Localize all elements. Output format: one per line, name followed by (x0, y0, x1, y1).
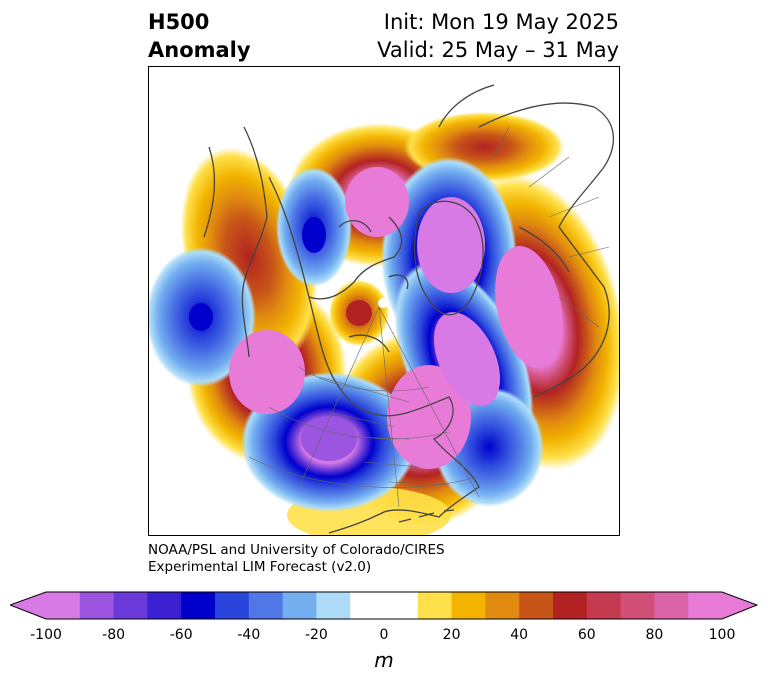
colorbar-tick-label: -40 (237, 627, 261, 643)
valid-date: Valid: 25 May – 31 May (377, 38, 619, 62)
colorbar-segment (451, 592, 486, 619)
core-western-us (301, 417, 357, 461)
caribbean-islands (398, 509, 455, 523)
grid-line-lon-1 (298, 306, 380, 488)
colorbar-tick-label: 20 (442, 627, 461, 643)
colorbar-tick-label: -80 (102, 627, 126, 643)
title-line-2: Anomaly (148, 38, 251, 62)
colorbar-segment (215, 592, 250, 619)
greenland-coast (413, 200, 484, 316)
core-europe (495, 245, 563, 369)
colorbar-segment (350, 592, 385, 619)
colorbar-segment (586, 592, 622, 619)
asia-pacific-coast (203, 126, 268, 358)
colorbar-tick-label: 40 (510, 627, 529, 643)
colorbar-segment (654, 592, 689, 619)
forecast-dates: Init: Mon 19 May 2025 Valid: 25 May – 31… (377, 8, 619, 64)
colorbar-segment (181, 592, 216, 619)
arctic-core-red (346, 300, 372, 326)
colorbar-segment (248, 592, 284, 619)
colorbar-segment (282, 592, 317, 619)
colorbar-segment (620, 592, 655, 619)
title-line-1: H500 (148, 10, 210, 34)
coastlines (203, 84, 615, 534)
colorbar-segment (384, 592, 419, 619)
colorbar-segment (316, 592, 351, 619)
eurasia-coast (438, 84, 615, 398)
core-north-pacific (229, 330, 305, 414)
credit-text: NOAA/PSL and University of Colorado/CIRE… (148, 542, 445, 576)
credit-line-1: NOAA/PSL and University of Colorado/CIRE… (148, 542, 445, 558)
core-pacific-west (189, 303, 213, 331)
colorbar-segment (519, 592, 554, 619)
colorbar-unit: m (374, 648, 394, 672)
core-north-atlantic (433, 312, 501, 406)
colorbar-segment (79, 592, 115, 619)
colorbar-segments (10, 592, 757, 619)
colorbar-segment (113, 592, 148, 619)
colorbar-extend-right (722, 592, 757, 619)
north-america-coast (268, 176, 480, 534)
colorbar (10, 591, 758, 620)
border-lines-eurasia (493, 126, 610, 328)
colorbar-tick-label: -60 (169, 627, 193, 643)
colorbar-segment (688, 592, 723, 619)
grid-line-lon-2 (378, 306, 400, 508)
anomaly-fields (149, 112, 619, 535)
grid-line-lat-2 (268, 406, 450, 440)
colorbar-segment (46, 592, 81, 619)
core-greenland (417, 197, 485, 293)
arctic-core-white (378, 298, 388, 308)
colorbar-segment (485, 592, 520, 619)
colorbar-extend-left (10, 592, 46, 619)
colorbar-tick-label: -20 (304, 627, 328, 643)
colorbar-outline (10, 591, 758, 620)
credit-line-2: Experimental LIM Forecast (v2.0) (148, 559, 372, 575)
colorbar-tick-label: 80 (645, 627, 664, 643)
grid-line-lon-3 (378, 306, 480, 498)
colorbar-segment (147, 592, 182, 619)
grid-line-lat-1 (298, 366, 430, 392)
colorbar-tick-label: 100 (708, 627, 736, 643)
colorbar-segment (553, 592, 588, 619)
border-lines-na (318, 376, 450, 486)
init-date: Init: Mon 19 May 2025 (383, 10, 619, 34)
core-east-siberia (302, 217, 326, 253)
graticule (248, 126, 610, 508)
anomaly-map (148, 66, 620, 536)
plot-title: H500 Anomaly (148, 8, 251, 64)
grid-line-lat-3 (248, 456, 480, 488)
map-svg (149, 84, 619, 535)
colorbar-tick-label: 60 (577, 627, 596, 643)
core-northern-canada (345, 167, 409, 237)
colorbar-tick-label: -100 (30, 627, 62, 643)
arctic-islands (338, 220, 409, 353)
colorbar-segment (417, 592, 453, 619)
colorbar-tick-label: 0 (379, 627, 389, 643)
core-eastern-north-america (387, 365, 471, 469)
